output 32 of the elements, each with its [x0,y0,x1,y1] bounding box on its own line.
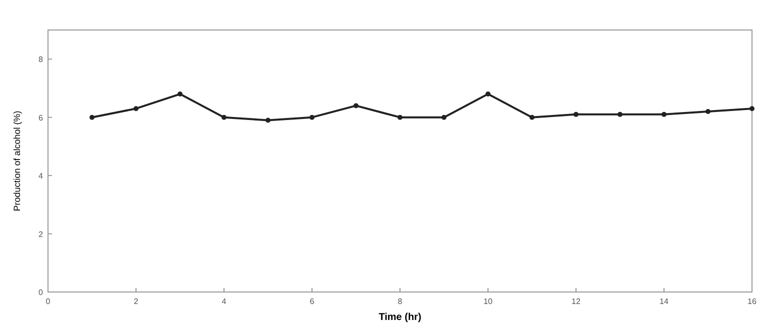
point [354,103,358,108]
point [750,106,754,112]
y-axis-title: Production of alcohol (%) [12,110,22,212]
y-tick-label: 6 [38,113,44,122]
x-tick-label: 12 [572,297,581,306]
point [706,109,710,114]
x-tick-label: 14 [660,297,669,306]
point [178,92,182,97]
point [134,106,138,112]
point [486,92,490,97]
point [90,114,94,120]
x-tick-label: 8 [398,297,403,306]
y-tick-label: 2 [38,230,44,239]
x-tick-label: 4 [222,297,227,306]
x-tick-label: 16 [748,297,757,306]
point [442,114,446,120]
x-tick-label: 10 [484,297,493,306]
point [222,114,226,120]
point [310,114,314,120]
x-axis-title: Time (hr) [378,312,422,323]
point [618,112,622,117]
x-tick-label: 0 [46,297,51,306]
point [662,112,666,117]
point [266,118,270,123]
point [398,114,402,120]
point [530,114,534,120]
y-tick-label: 4 [38,172,44,181]
x-tick-label: 2 [134,297,139,306]
point [574,112,578,117]
y-tick-label: 0 [38,288,44,297]
y-tick-label: 8 [38,55,44,64]
x-tick-label: 6 [310,297,315,306]
